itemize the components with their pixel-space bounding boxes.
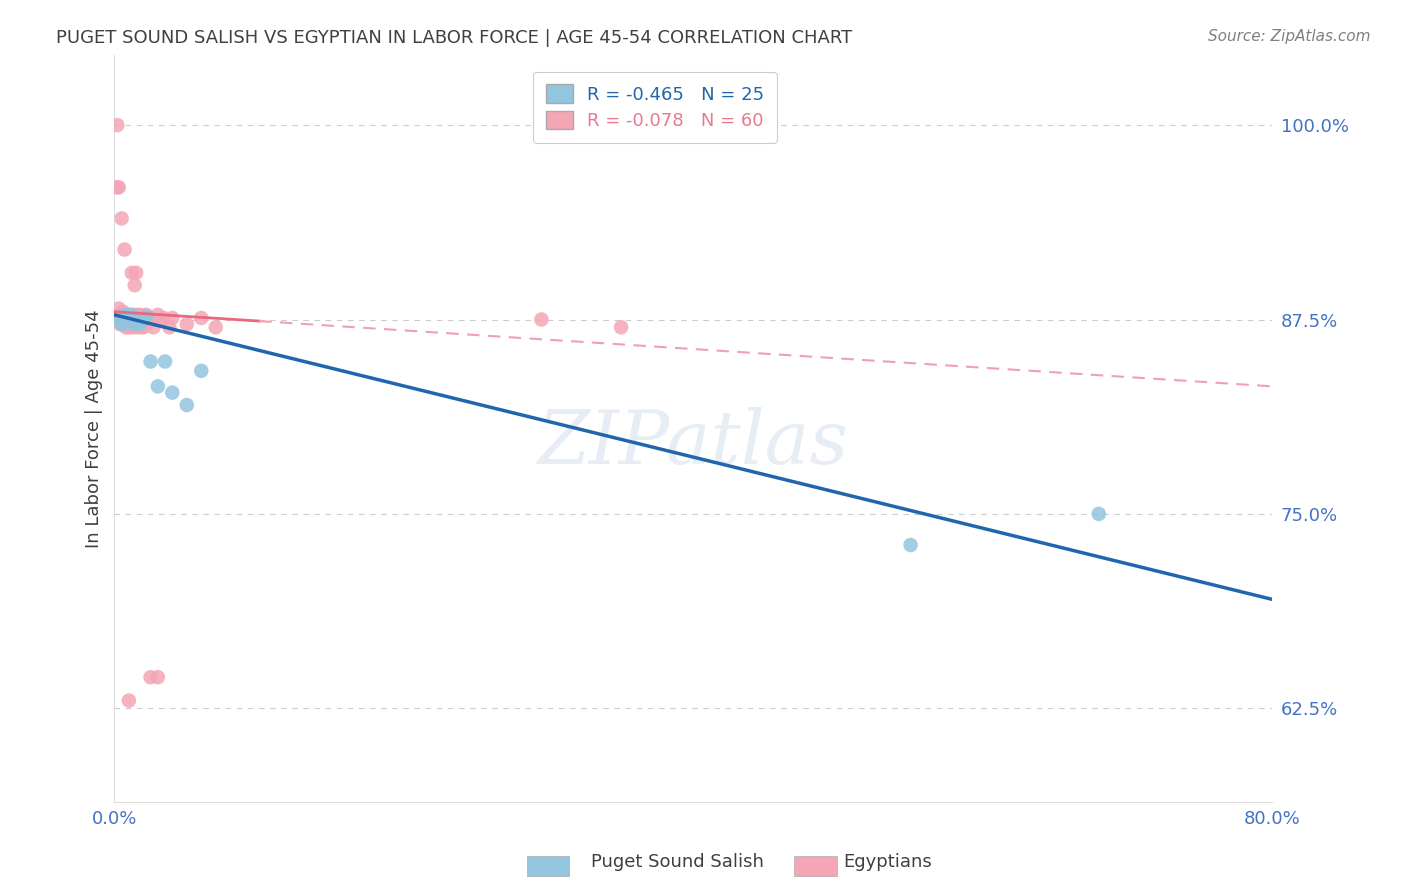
Point — [118, 310, 141, 325]
Point — [115, 320, 138, 334]
Point — [176, 398, 198, 412]
Point — [108, 312, 131, 326]
Point — [138, 314, 160, 328]
Point — [125, 320, 148, 334]
Point — [114, 308, 136, 322]
Point — [111, 310, 134, 325]
Point — [125, 266, 148, 280]
Point — [139, 310, 162, 325]
Point — [128, 317, 150, 331]
Point — [190, 310, 212, 325]
Point — [118, 320, 141, 334]
Point — [162, 310, 184, 325]
Point — [610, 320, 633, 334]
Point — [132, 320, 155, 334]
Text: ZIPatlas: ZIPatlas — [538, 407, 849, 480]
Point — [152, 310, 174, 325]
Point — [108, 317, 131, 331]
Point — [146, 308, 169, 322]
Point — [107, 301, 129, 316]
Point — [129, 320, 152, 334]
Point — [128, 310, 150, 325]
Point — [153, 354, 176, 368]
Point — [114, 243, 136, 257]
Point — [115, 308, 138, 322]
Point — [135, 308, 157, 322]
Point — [111, 314, 134, 328]
Point — [112, 314, 135, 328]
Point — [122, 314, 145, 328]
Point — [121, 308, 143, 322]
Point — [120, 308, 142, 322]
Point — [132, 312, 155, 326]
Y-axis label: In Labor Force | Age 45-54: In Labor Force | Age 45-54 — [86, 309, 103, 548]
Point — [132, 310, 155, 325]
Point — [120, 314, 142, 328]
Text: Puget Sound Salish: Puget Sound Salish — [591, 853, 763, 871]
Point — [176, 317, 198, 331]
Point — [112, 304, 135, 318]
Point — [162, 385, 184, 400]
Point — [127, 310, 149, 325]
Point — [131, 314, 153, 328]
Text: Source: ZipAtlas.com: Source: ZipAtlas.com — [1208, 29, 1371, 44]
Point — [190, 364, 212, 378]
Point — [124, 278, 146, 293]
Point — [139, 354, 162, 368]
Point — [127, 314, 149, 328]
Point — [204, 320, 226, 334]
Point — [146, 379, 169, 393]
Point — [120, 312, 142, 326]
Point — [121, 310, 143, 325]
Point — [124, 310, 146, 325]
Point — [117, 316, 139, 330]
Point — [117, 308, 139, 322]
Point — [121, 266, 143, 280]
Point — [120, 310, 142, 325]
Point — [114, 312, 136, 326]
Point — [127, 308, 149, 322]
Point — [107, 180, 129, 194]
Point — [111, 211, 134, 226]
Point — [1087, 507, 1109, 521]
Point — [112, 310, 135, 324]
Point — [111, 317, 134, 331]
Point — [118, 310, 141, 325]
Point — [124, 317, 146, 331]
Point — [114, 314, 136, 328]
Point — [122, 314, 145, 328]
Text: PUGET SOUND SALISH VS EGYPTIAN IN LABOR FORCE | AGE 45-54 CORRELATION CHART: PUGET SOUND SALISH VS EGYPTIAN IN LABOR … — [56, 29, 852, 46]
Text: Egyptians: Egyptians — [844, 853, 932, 871]
Point — [121, 320, 143, 334]
Legend: R = -0.465   N = 25, R = -0.078   N = 60: R = -0.465 N = 25, R = -0.078 N = 60 — [533, 71, 778, 143]
Point — [117, 317, 139, 331]
Point — [149, 314, 172, 328]
Point — [125, 312, 148, 326]
Point — [117, 314, 139, 328]
Point — [108, 308, 131, 322]
Point — [129, 316, 152, 330]
Point — [139, 670, 162, 684]
Point — [107, 310, 129, 325]
Point — [118, 693, 141, 707]
Point — [530, 312, 553, 326]
Point — [129, 308, 152, 322]
Point — [900, 538, 922, 552]
Point — [115, 310, 138, 325]
Point — [105, 118, 128, 132]
Point — [135, 310, 157, 324]
Point — [107, 312, 129, 326]
Point — [105, 180, 128, 194]
Point — [146, 670, 169, 684]
Point — [122, 308, 145, 322]
Point — [157, 320, 180, 334]
Point — [142, 320, 165, 334]
